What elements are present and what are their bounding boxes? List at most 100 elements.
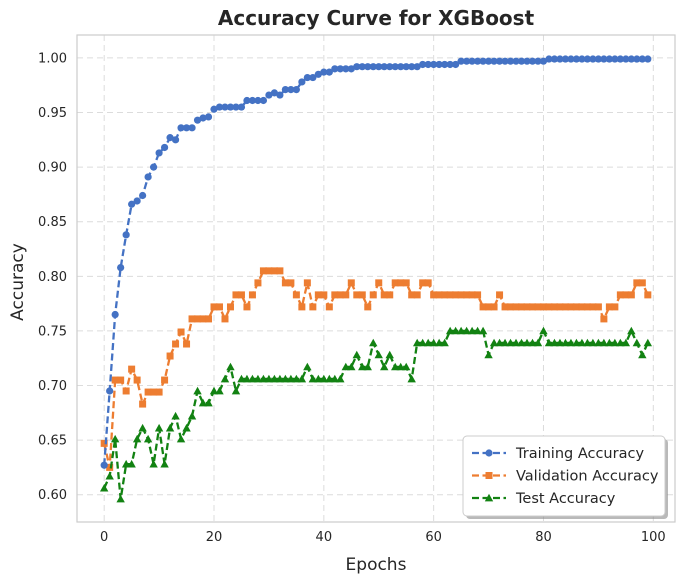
test-accuracy-point xyxy=(550,338,559,347)
training-accuracy-point xyxy=(309,73,317,82)
validation-accuracy-point xyxy=(611,303,619,311)
validation-accuracy-point xyxy=(226,303,234,311)
training-accuracy-point xyxy=(495,57,504,65)
validation-accuracy-point xyxy=(144,388,152,396)
test-accuracy-point xyxy=(297,374,307,383)
validation-accuracy-point xyxy=(485,303,493,311)
test-accuracy-point xyxy=(176,434,186,443)
y-tick-label: 0.75 xyxy=(38,324,67,339)
validation-accuracy-point xyxy=(539,303,547,311)
test-accuracy-point xyxy=(110,434,120,443)
test-accuracy-point xyxy=(187,411,197,420)
validation-accuracy-point xyxy=(578,303,586,311)
test-accuracy-point xyxy=(270,374,279,383)
training-accuracy-point xyxy=(287,85,295,94)
training-accuracy-point xyxy=(441,60,449,69)
test-accuracy-point xyxy=(528,338,537,347)
training-accuracy-point xyxy=(567,55,575,63)
test-accuracy-point xyxy=(605,338,614,347)
training-accuracy-point xyxy=(446,60,454,69)
test-accuracy-point xyxy=(242,374,252,383)
validation-accuracy-point xyxy=(183,340,191,348)
test-accuracy-point xyxy=(572,338,581,347)
training-accuracy-point xyxy=(419,60,427,69)
training-accuracy-point xyxy=(106,387,114,395)
validation-accuracy-point xyxy=(221,315,229,323)
test-accuracy-point xyxy=(533,338,543,347)
test-accuracy-point xyxy=(347,362,356,371)
validation-accuracy-point xyxy=(386,291,394,299)
validation-accuracy-point xyxy=(380,291,388,299)
x-tick-label: 60 xyxy=(425,530,442,545)
test-accuracy-point xyxy=(517,338,526,347)
test-accuracy-point xyxy=(616,338,625,347)
validation-accuracy-point xyxy=(369,291,377,299)
validation-accuracy-point xyxy=(501,303,509,311)
validation-accuracy-series xyxy=(100,267,652,471)
test-accuracy-point xyxy=(561,338,570,347)
training-accuracy-point xyxy=(611,55,619,63)
validation-accuracy-point xyxy=(616,291,624,299)
validation-accuracy-point xyxy=(314,291,322,299)
test-accuracy-point xyxy=(484,350,493,359)
y-tick-label: 0.90 xyxy=(38,161,67,176)
training-accuracy-point xyxy=(479,57,487,65)
test-accuracy-point xyxy=(237,374,246,383)
validation-accuracy-point xyxy=(452,291,460,299)
test-accuracy-point xyxy=(319,374,329,383)
test-accuracy-point xyxy=(330,374,340,383)
training-accuracy-point xyxy=(463,57,471,65)
test-accuracy-point xyxy=(511,338,521,347)
test-accuracy-point xyxy=(204,398,213,407)
training-accuracy-point xyxy=(397,63,405,71)
test-accuracy-point xyxy=(621,338,631,347)
validation-accuracy-point xyxy=(512,303,520,311)
test-accuracy-point xyxy=(638,350,647,359)
x-tick-labels: 0 20 40 60 80 100 xyxy=(100,530,666,545)
test-accuracy-point xyxy=(429,338,438,347)
test-accuracy-point xyxy=(105,471,114,480)
test-accuracy-point xyxy=(303,362,312,371)
training-accuracy-point xyxy=(386,63,394,71)
validation-accuracy-point xyxy=(353,291,361,299)
legend-validation-accuracy-marker xyxy=(485,472,493,479)
validation-accuracy-point xyxy=(122,387,130,395)
test-accuracy-point xyxy=(215,386,224,395)
validation-accuracy-point xyxy=(347,279,355,287)
training-accuracy-point xyxy=(561,55,570,63)
test-accuracy-point xyxy=(121,459,131,468)
validation-accuracy-point xyxy=(572,303,580,311)
legend-test-accuracy-label: Test Accuracy xyxy=(515,491,616,507)
validation-accuracy-point xyxy=(496,291,504,299)
test-accuracy-point xyxy=(385,350,394,359)
training-accuracy-point xyxy=(556,55,564,63)
training-accuracy-point xyxy=(622,55,630,63)
validation-accuracy-point xyxy=(232,291,240,299)
test-accuracy-point xyxy=(308,374,318,383)
validation-accuracy-point xyxy=(583,303,591,311)
validation-accuracy-point xyxy=(106,463,114,471)
training-accuracy-point xyxy=(303,73,311,82)
validation-accuracy-point xyxy=(397,279,405,287)
y-tick-label: 0.80 xyxy=(38,270,67,285)
validation-accuracy-point xyxy=(435,291,443,299)
training-accuracy-point xyxy=(380,63,388,71)
training-accuracy-point xyxy=(424,60,432,69)
test-accuracy-point xyxy=(473,326,482,335)
training-accuracy-point xyxy=(633,55,641,63)
training-accuracy-point xyxy=(243,96,251,105)
test-accuracy-point xyxy=(627,326,636,335)
test-accuracy-point xyxy=(171,411,180,420)
x-tick-label: 40 xyxy=(316,530,333,545)
training-accuracy-point xyxy=(402,63,410,71)
validation-accuracy-point xyxy=(424,279,432,287)
test-accuracy-point xyxy=(182,423,191,432)
test-accuracy-point xyxy=(193,386,202,395)
training-accuracy-point xyxy=(128,200,136,208)
test-accuracy-point xyxy=(352,350,361,359)
validation-accuracy-point xyxy=(430,291,438,299)
test-accuracy-point xyxy=(380,362,389,371)
validation-accuracy-point xyxy=(155,388,163,396)
test-accuracy-point xyxy=(336,374,345,383)
training-accuracy-point xyxy=(336,65,344,73)
